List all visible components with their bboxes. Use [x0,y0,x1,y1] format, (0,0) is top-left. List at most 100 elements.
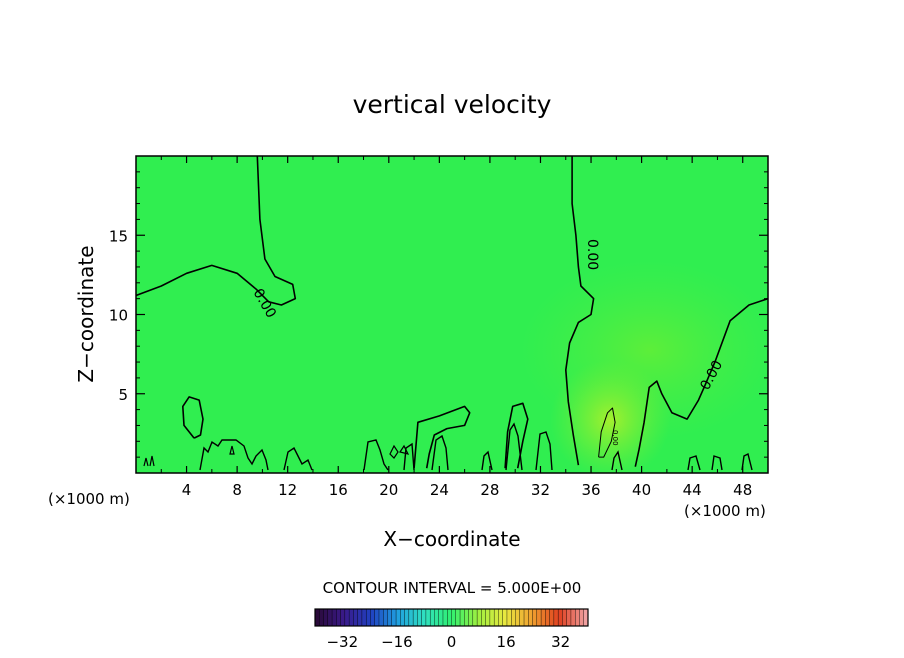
plot-area: 0.00 0.00 0.00 0.00 [135,155,769,474]
colorbar-cell-37 [472,608,478,627]
colorbar-cell-3 [327,608,333,627]
x-tick-label-40: 40 [632,481,651,499]
x-axis: 4 8 12 16 20 24 28 32 36 40 44 48 [160,156,752,499]
colorbar-cell-22 [408,608,414,627]
near-surface-contours [143,422,753,471]
colorbar-cell-41 [489,608,495,627]
contour-line-1 [136,156,297,306]
colorbar-tick-label-2: 0 [447,633,457,651]
colorbar-cell-33 [455,608,461,627]
colorbar-cell-7 [344,608,350,627]
contour-label-2: 0.00 [584,239,600,270]
colorbar-cell-57 [557,608,563,627]
colorbar-cell-56 [553,608,559,627]
chart-title: vertical velocity [353,90,552,119]
colorbar-cell-4 [331,608,337,627]
y-tick-label-10: 10 [109,307,128,325]
colorbar-cell-1 [319,608,325,627]
contour-line-2 [565,156,595,466]
contour-near-surface [199,422,753,471]
colorbar-cell-2 [323,608,329,627]
y-tick-label-15: 15 [109,227,128,245]
colorbar-cell-54 [545,608,551,627]
colorbar-cell-32 [451,608,457,627]
colorbar-cell-18 [391,608,397,627]
colorbar-cell-45 [506,608,512,627]
colorbar-frame [314,608,589,627]
colorbar-cell-48 [519,608,525,627]
colorbar-cell-23 [412,608,418,627]
x-axis-label: X−coordinate [383,527,520,551]
contour-small-loops [143,444,410,467]
contour-line-6 [504,402,529,469]
x-tick-label-8: 8 [232,481,242,499]
x-tick-label-4: 4 [182,481,192,499]
colorbar-tick-label-4: 32 [551,633,570,651]
colorbar-cell-42 [493,608,499,627]
colorbar-cell-39 [481,608,487,627]
colorbar-cell-16 [383,608,389,627]
x-tick-label-44: 44 [683,481,702,499]
colorbar-cell-31 [447,608,453,627]
colorbar-cell-53 [540,608,546,627]
colorbar-cell-46 [511,608,516,627]
colorbar-cell-51 [532,608,538,627]
colorbar-cell-6 [340,608,346,627]
contour-lines [136,156,768,469]
colorbar-cell-44 [502,608,508,627]
contour-interval-text: CONTOUR INTERVAL = 5.000E+00 [323,579,582,597]
colorbar-cell-5 [336,608,342,627]
colorbar-cell-9 [353,608,359,627]
colorbar-cell-20 [400,608,406,627]
colorbar-cell-35 [464,608,470,627]
colorbar-cell-36 [468,608,474,627]
colorbar-cell-28 [434,608,440,627]
colorbar: −32 −16 0 16 32 [314,608,589,651]
colorbar-cell-0 [314,608,320,627]
colorbar-cell-12 [365,608,371,627]
colorbar-cell-62 [579,608,585,627]
contour-line-7 [598,407,616,458]
colorbar-cell-11 [361,608,367,627]
x-tick-label-12: 12 [278,481,297,499]
x-tick-label-32: 32 [531,481,550,499]
colorbar-cell-30 [442,608,448,627]
x-tick-label-36: 36 [581,481,600,499]
colorbar-tick-label-1: −16 [381,633,413,651]
colorbar-cell-38 [476,608,482,627]
colorbar-cell-50 [528,608,534,627]
colorbar-cell-13 [370,608,376,627]
colorbar-cell-17 [387,608,393,627]
y-tick-label-5: 5 [118,386,128,404]
contour-line-4 [182,396,204,439]
colorbar-cell-34 [459,608,465,627]
x-tick-label-28: 28 [480,481,499,499]
y-axis: 5 10 15 [109,171,768,458]
colorbar-tick-label-3: 16 [497,633,516,651]
colorbar-cell-25 [421,608,427,627]
contour-line-5 [413,405,471,469]
x-unit-right: (×1000 m) [684,502,766,520]
colorbar-cell-19 [395,608,401,627]
colorbar-tick-label-0: −32 [326,633,358,651]
colorbar-cell-61 [575,608,580,627]
colorbar-cell-49 [523,608,529,627]
x-tick-label-16: 16 [329,481,348,499]
colorbar-cell-29 [438,608,444,627]
x-unit-left: (×1000 m) [48,490,130,508]
x-tick-label-48: 48 [733,481,752,499]
contour-line-3 [634,297,768,467]
x-tick-label-20: 20 [379,481,398,499]
colorbar-cell-40 [485,608,491,627]
colorbar-cell-15 [378,608,384,627]
colorbar-cell-26 [425,608,431,627]
warm-region-core [550,360,670,473]
y-axis-label: Z−coordinate [74,245,98,382]
colorbar-cell-52 [536,608,542,627]
colorbar-cell-43 [498,608,504,627]
colorbar-cell-60 [570,608,576,627]
colorbar-cell-47 [515,608,521,627]
colorbar-cell-27 [429,608,435,627]
